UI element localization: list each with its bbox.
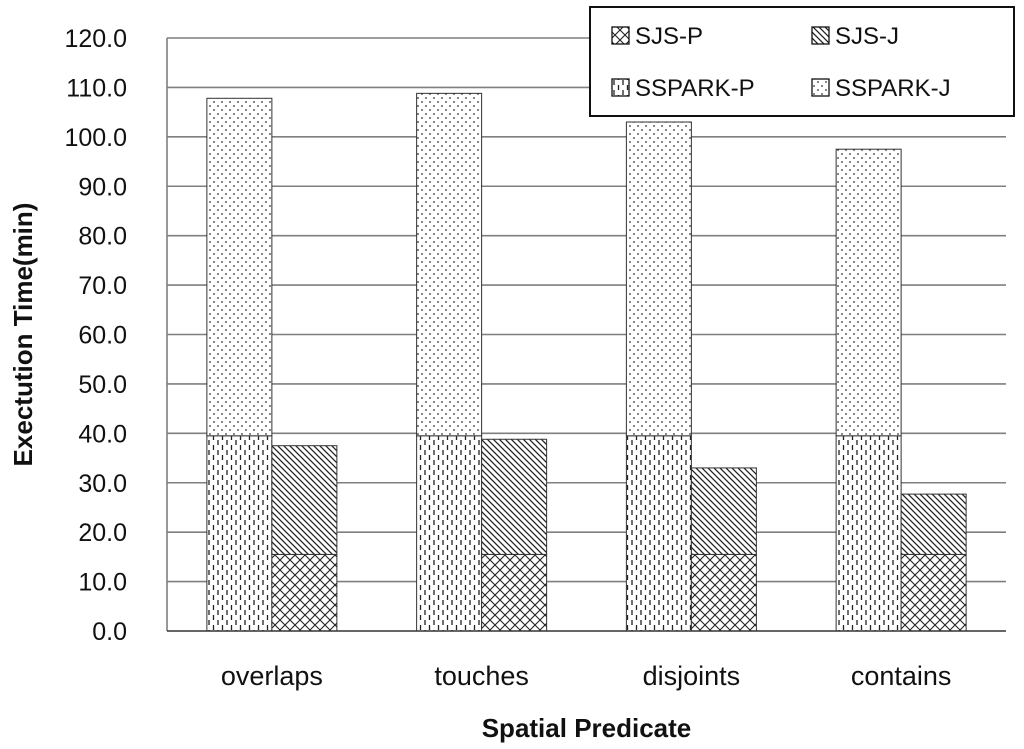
y-tick-label: 60.0: [78, 322, 127, 350]
bar-sjs-p-touches: [481, 553, 548, 632]
bar-sspark-j-overlaps: [206, 97, 273, 437]
bar-sjs-p-disjoints: [690, 553, 757, 632]
legend-label: SJS-J: [835, 23, 899, 50]
legend: SJS-P SJS-J SSPARK-P SSPARK-J: [589, 6, 1015, 117]
legend-box: [589, 6, 1015, 117]
x-axis-ticks: overlaps touches disjoints contains: [221, 661, 952, 691]
bar-sjs-p-contains: [900, 553, 967, 632]
legend-swatch: [611, 78, 630, 97]
legend-swatch: [611, 26, 630, 45]
y-tick-label: 90.0: [78, 173, 127, 201]
bars: [206, 92, 967, 632]
bar-sjs-j-contains: [900, 493, 967, 555]
bar-sjs-j-touches: [481, 438, 548, 555]
bar-sspark-j-contains: [835, 148, 902, 437]
bar-sjs-p-overlaps: [271, 553, 338, 632]
y-tick-label: 70.0: [78, 272, 127, 300]
x-tick-label: disjoints: [643, 661, 741, 691]
y-axis-ticks: 0.0 10.0 20.0 30.0 40.0 50.0 60.0 70.0 80.0 90.0 1…: [64, 25, 127, 646]
x-tick-label: touches: [434, 661, 529, 691]
x-tick-label: overlaps: [221, 661, 323, 691]
legend-swatch: [811, 78, 830, 97]
bar-sjs-j-disjoints: [690, 467, 757, 555]
bar-sspark-j-disjoints: [625, 121, 692, 437]
y-tick-label: 110.0: [66, 74, 127, 102]
y-tick-label: 50.0: [78, 371, 127, 399]
legend-label: SSPARK-P: [635, 75, 755, 102]
y-axis-title: Exectution Time(min): [8, 203, 38, 467]
y-tick-label: 20.0: [78, 519, 127, 547]
bar-sspark-p-overlaps: [206, 435, 273, 632]
y-tick-label: 0.0: [92, 618, 127, 646]
legend-label: SJS-P: [635, 23, 703, 50]
y-tick-label: 40.0: [78, 420, 127, 448]
x-tick-label: contains: [851, 661, 952, 691]
x-axis-title: Spatial Predicate: [482, 713, 692, 743]
bar-sjs-j-overlaps: [271, 445, 338, 555]
bar-sspark-j-touches: [416, 92, 483, 437]
y-tick-label: 100.0: [64, 124, 127, 152]
bar-sspark-p-disjoints: [625, 435, 692, 632]
legend-swatch: [811, 26, 830, 45]
y-tick-label: 80.0: [78, 223, 127, 251]
y-tick-label: 30.0: [78, 470, 127, 498]
y-tick-label: 120.0: [64, 25, 127, 53]
y-tick-label: 10.0: [78, 569, 127, 597]
legend-label: SSPARK-J: [835, 75, 951, 102]
bar-sspark-p-touches: [416, 435, 483, 632]
bar-sspark-p-contains: [835, 435, 902, 632]
